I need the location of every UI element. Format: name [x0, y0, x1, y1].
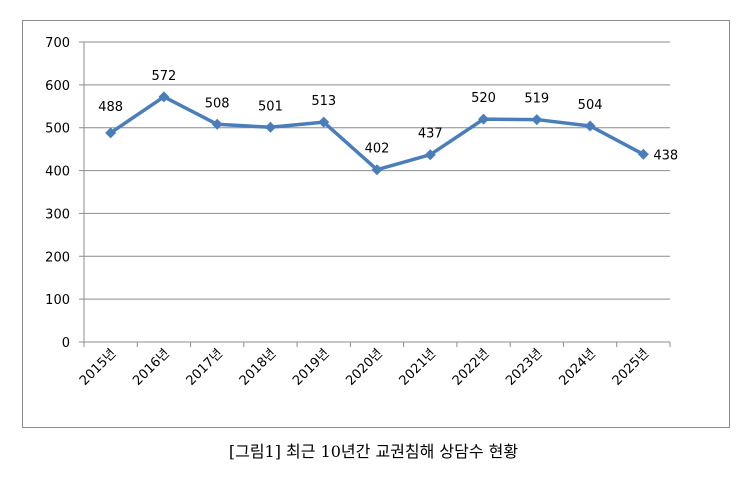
y-tick-label: 700: [45, 36, 70, 51]
data-point-marker: [584, 120, 596, 132]
data-point-marker: [424, 149, 436, 161]
data-label: 501: [258, 99, 283, 114]
figure-caption: [그림1] 최근 10년간 교권침해 상담수 현황: [228, 442, 519, 461]
x-tick-label: 2015년: [77, 346, 119, 388]
x-tick-label: 2024년: [556, 346, 598, 388]
y-tick-label: 300: [45, 207, 70, 222]
data-point-marker: [371, 164, 383, 176]
y-tick-label: 100: [45, 293, 70, 308]
data-point-marker: [264, 121, 276, 133]
x-tick-label: 2021년: [397, 346, 439, 388]
data-point-marker: [478, 113, 490, 125]
data-point-marker: [637, 148, 649, 160]
data-point-marker: [531, 114, 543, 126]
data-point-marker: [318, 116, 330, 128]
data-label: 519: [524, 92, 549, 107]
x-tick-label: 2017년: [184, 346, 226, 388]
x-tick-label: 2023년: [503, 346, 545, 388]
data-label: 504: [578, 98, 603, 113]
x-tick-label: 2019년: [290, 346, 332, 388]
y-tick-label: 200: [45, 250, 70, 265]
x-tick-label: 2018년: [237, 346, 279, 388]
data-label: 572: [151, 69, 176, 84]
series-line: [109, 95, 645, 172]
y-tick-label: 400: [45, 165, 70, 180]
y-tick-label: 0: [62, 336, 70, 351]
chart-frame: [22, 20, 730, 428]
data-label: 508: [205, 96, 230, 111]
x-tick-label: 2016년: [130, 346, 172, 388]
data-label: 438: [653, 148, 678, 163]
x-tick-label: 2025년: [610, 346, 652, 388]
data-point-marker: [105, 127, 117, 139]
data-point-marker: [158, 91, 170, 103]
x-tick-label: 2022년: [450, 346, 492, 388]
y-tick-label: 500: [45, 122, 70, 137]
data-label: 520: [471, 91, 496, 106]
data-point-marker: [211, 118, 223, 130]
data-label: 513: [311, 94, 336, 109]
x-tick-label: 2020년: [343, 346, 385, 388]
data-label: 402: [365, 142, 390, 157]
data-label: 437: [418, 127, 443, 142]
y-tick-label: 600: [45, 79, 70, 94]
data-label: 488: [98, 100, 123, 115]
